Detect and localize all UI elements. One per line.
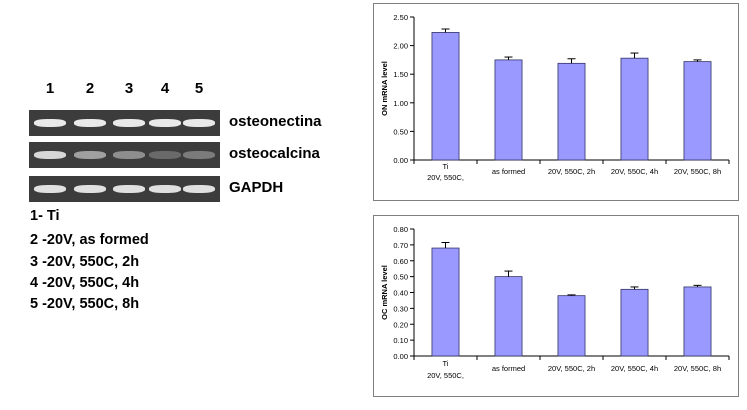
gel-band-GAPDH-lane-5 — [183, 185, 215, 193]
oc-mrna-chart-svg: 0.00 0.10 0.20 0.30 0.40 0.50 0.60 0.70 0.80 OC m… — [380, 225, 730, 380]
on-mrna-chart: 0.00 0.50 1.00 1.50 2.00 2.50 ON mRNA level Ti 2… — [373, 3, 739, 201]
x-category-label: 20V, 550C, — [427, 173, 464, 182]
legend-item-2: 2 -20V, as formed — [30, 232, 149, 248]
y-tick-label: 0.10 — [393, 336, 408, 345]
gel-electrophoresis-panel: 1 2 3 4 5 osteonectina osteocalcina GAPDH 1- T… — [0, 0, 360, 410]
x-category-label: Ti — [443, 162, 449, 171]
gene-label-osteocalcina: osteocalcina — [229, 145, 320, 162]
gel-band-osteonectina-lane-1 — [34, 119, 66, 127]
x-category-label: as formed — [492, 167, 525, 176]
gel-band-osteocalcina-lane-2 — [74, 151, 106, 159]
y-tick-label: 0.50 — [393, 273, 408, 282]
gel-strip-osteonectina — [29, 110, 220, 136]
y-tick-label: 0.00 — [393, 156, 408, 165]
x-category-label: Ti — [443, 359, 449, 368]
x-category-label: 20V, 550C, 2h — [548, 364, 595, 373]
gene-label-GAPDH: GAPDH — [229, 179, 284, 196]
bar-2 — [494, 276, 523, 357]
y-axis-label: ON mRNA level — [380, 61, 389, 116]
lane-number-5: 5 — [194, 80, 204, 97]
y-tick-label: 0.50 — [393, 127, 408, 136]
oc-mrna-chart: 0.00 0.10 0.20 0.30 0.40 0.50 0.60 0.70 0.80 OC m… — [373, 215, 739, 397]
x-category-label: 20V, 550C, 4h — [611, 167, 658, 176]
x-category-label: as formed — [492, 364, 525, 373]
gel-strip-GAPDH — [29, 176, 220, 202]
legend-item-4: 4 -20V, 550C, 4h — [30, 275, 140, 291]
x-category-label: 20V, 550C, 2h — [548, 167, 595, 176]
gel-strip-osteocalcina — [29, 142, 220, 168]
gel-band-osteonectina-lane-3 — [113, 119, 145, 127]
x-category-label: 20V, 550C, — [427, 371, 464, 380]
bar-1 — [431, 247, 460, 357]
gel-band-osteonectina-lane-5 — [183, 119, 215, 127]
lane-number-4: 4 — [160, 80, 170, 97]
gel-band-GAPDH-lane-3 — [113, 185, 145, 193]
gel-band-osteonectina-lane-2 — [74, 119, 106, 127]
y-tick-label: 0.60 — [393, 257, 408, 266]
y-tick-label: 0.30 — [393, 304, 408, 313]
gene-label-osteonectina: osteonectina — [229, 113, 322, 130]
bar-3 — [557, 62, 586, 161]
gel-band-GAPDH-lane-1 — [34, 185, 66, 193]
gel-band-GAPDH-lane-2 — [74, 185, 106, 193]
bar-4 — [620, 57, 649, 161]
lane-number-3: 3 — [124, 80, 134, 97]
legend-item-1: 1- Ti — [30, 208, 60, 224]
gel-band-GAPDH-lane-4 — [149, 185, 181, 193]
legend-item-3: 3 -20V, 550C, 2h — [30, 254, 140, 270]
y-tick-label: 0.80 — [393, 225, 408, 234]
gel-band-osteocalcina-lane-3 — [113, 151, 145, 159]
y-tick-label: 2.50 — [393, 13, 408, 22]
gel-band-osteocalcina-lane-4 — [149, 151, 181, 159]
bar-1 — [431, 32, 460, 161]
bar-3 — [557, 295, 586, 357]
y-tick-label: 0.40 — [393, 289, 408, 298]
on-mrna-chart-svg: 0.00 0.50 1.00 1.50 2.00 2.50 ON mRNA level Ti 2… — [380, 13, 730, 182]
y-tick-label: 0.00 — [393, 352, 408, 361]
gel-band-osteocalcina-lane-5 — [183, 151, 215, 159]
gel-band-osteonectina-lane-4 — [149, 119, 181, 127]
legend-item-5: 5 -20V, 550C, 8h — [30, 296, 140, 312]
bar-2 — [494, 59, 523, 161]
y-axis-label: OC mRNA level — [380, 265, 389, 320]
lane-number-1: 1 — [45, 80, 55, 97]
gel-band-osteocalcina-lane-1 — [34, 151, 66, 159]
bar-4 — [620, 288, 649, 357]
x-category-label: 20V, 550C, 8h — [674, 167, 721, 176]
y-tick-label: 0.20 — [393, 320, 408, 329]
bar-5 — [683, 61, 712, 161]
y-tick-label: 2.00 — [393, 42, 408, 51]
x-category-label: 20V, 550C, 4h — [611, 364, 658, 373]
y-tick-label: 1.00 — [393, 99, 408, 108]
y-tick-label: 0.70 — [393, 241, 408, 250]
y-tick-label: 1.50 — [393, 70, 408, 79]
bar-5 — [683, 286, 712, 357]
lane-number-2: 2 — [85, 80, 95, 97]
x-category-label: 20V, 550C, 8h — [674, 364, 721, 373]
